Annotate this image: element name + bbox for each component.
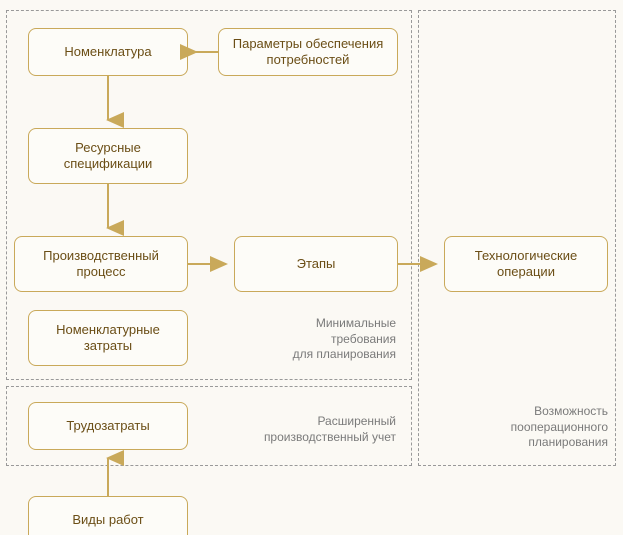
node-label: Этапы: [297, 256, 336, 272]
node-work-types: Виды работ: [28, 496, 188, 535]
node-nomenclature: Номенклатура: [28, 28, 188, 76]
node-prod-process: Производственныйпроцесс: [14, 236, 188, 292]
node-stages: Этапы: [234, 236, 398, 292]
node-tech-ops: Технологическиеоперации: [444, 236, 608, 292]
node-nomen-costs: Номенклатурныезатраты: [28, 310, 188, 366]
region-label-min-requirements: Минимальныетребованиядля планирования: [293, 316, 396, 363]
node-label: Технологическиеоперации: [475, 248, 577, 281]
node-label: Производственныйпроцесс: [43, 248, 159, 281]
node-label: Трудозатраты: [66, 418, 149, 434]
region-label-operational-planning: Возможностьпооперационногопланирования: [511, 404, 608, 451]
node-label: Виды работ: [72, 512, 143, 528]
node-labor-costs: Трудозатраты: [28, 402, 188, 450]
node-label: Ресурсныеспецификации: [64, 140, 153, 173]
node-label: Номенклатурныезатраты: [56, 322, 160, 355]
node-params: Параметры обеспеченияпотребностей: [218, 28, 398, 76]
node-label: Номенклатура: [64, 44, 151, 60]
node-resource-spec: Ресурсныеспецификации: [28, 128, 188, 184]
node-label: Параметры обеспеченияпотребностей: [233, 36, 384, 69]
region-label-extended-accounting: Расширенныйпроизводственный учет: [264, 414, 396, 445]
